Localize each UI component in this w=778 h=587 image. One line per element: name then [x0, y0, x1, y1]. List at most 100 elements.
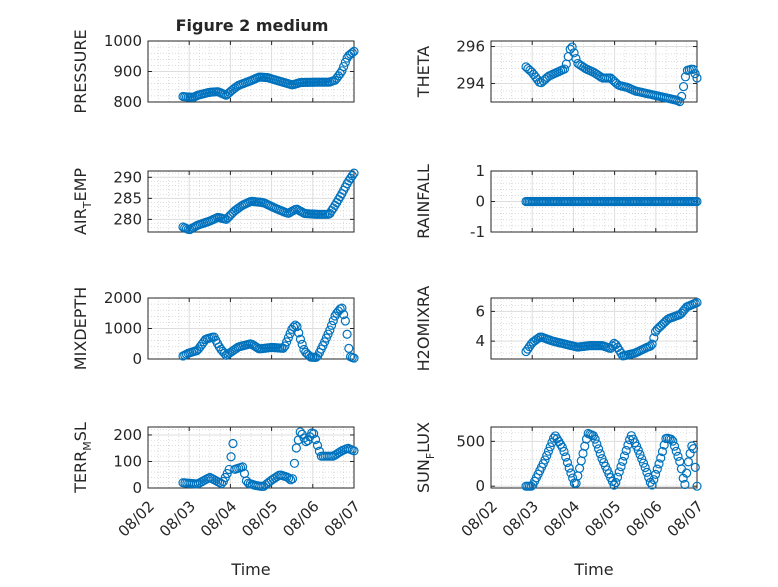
data-point: [545, 442, 555, 452]
data-point: [592, 439, 602, 449]
data-point: [349, 353, 359, 363]
data-point: [344, 343, 354, 353]
y-tick-label: 294: [456, 75, 485, 93]
data-point: [564, 463, 574, 473]
y-tick-label: 4: [475, 332, 485, 350]
data-point: [337, 303, 347, 313]
data-point: [576, 456, 586, 466]
y-tick-label: 0: [475, 193, 485, 211]
data-point: [649, 475, 659, 485]
data-point: [291, 443, 301, 453]
data-point: [228, 438, 238, 449]
y-axis-label: TERRMSL: [71, 422, 94, 494]
subplot-mixdepth: 0 1000 2000 MIXDEPTH: [71, 287, 359, 370]
data-point: [349, 46, 359, 56]
data-point: [618, 456, 628, 467]
x-axis-label: Time: [230, 560, 270, 579]
data-point: [619, 451, 630, 461]
data-point: [678, 81, 689, 92]
y-axis-label: SUNFLUX: [414, 422, 437, 493]
subplot-theta: 294 296 THETA: [414, 38, 702, 107]
y-tick-label: 290: [113, 168, 142, 186]
axes-box: [490, 426, 698, 489]
data-point: [559, 446, 569, 457]
data-point: [325, 325, 335, 335]
y-tick-label: 285: [113, 189, 142, 207]
data-point: [562, 457, 573, 468]
data-series: [521, 196, 702, 207]
data-point: [645, 341, 655, 351]
data-point: [657, 446, 668, 457]
data-point: [339, 61, 349, 72]
data-point: [675, 456, 685, 467]
data-point: [609, 480, 619, 490]
x-tick-label: 08/07: [664, 497, 707, 540]
data-point: [621, 445, 631, 456]
data-series: [521, 297, 702, 361]
y-axis-label: PRESSURE: [71, 29, 90, 113]
data-point: [323, 329, 333, 339]
data-point: [633, 445, 643, 455]
data-point: [647, 339, 657, 349]
y-tick-label: 0: [475, 477, 485, 495]
x-tick-label: 08/06: [622, 497, 665, 540]
data-point: [642, 467, 652, 477]
data-point: [347, 48, 357, 58]
data-series: [178, 168, 359, 235]
y-tick-label: 6: [475, 302, 485, 320]
y-axis-label: MIXDEPTH: [71, 287, 90, 370]
data-point: [652, 464, 662, 474]
y-tick-label: 1000: [104, 320, 142, 338]
y-axis-label: RAINFALL: [414, 164, 433, 239]
data-point: [282, 337, 292, 347]
data-point: [339, 309, 349, 320]
x-tick-label: 08/04: [540, 497, 583, 540]
data-point: [680, 72, 691, 82]
y-tick-label: 100: [113, 452, 142, 470]
y-tick-label: 0: [132, 350, 142, 368]
y-tick-label: 0: [132, 479, 142, 497]
data-point: [557, 442, 567, 452]
data-point: [294, 328, 304, 338]
data-point: [647, 480, 657, 490]
data-point: [690, 462, 700, 473]
data-point: [573, 471, 583, 481]
data-point: [290, 320, 300, 330]
data-point: [292, 321, 302, 332]
data-point: [328, 316, 338, 326]
data-point: [612, 472, 623, 482]
data-point: [682, 468, 692, 478]
y-tick-label: 280: [113, 210, 142, 228]
subplot-terr-msl: 0 100 200 TERRMSL 08/0208/0308/0408/0508/060…: [71, 422, 364, 579]
y-tick-label: 1: [475, 162, 485, 180]
subplot-air-temp: 280 285 290 AIRTEMP: [71, 168, 359, 235]
data-point: [680, 479, 690, 490]
y-tick-label: -1: [470, 223, 485, 241]
x-tick-label: 08/03: [499, 497, 542, 540]
data-series: [178, 46, 359, 102]
data-point: [683, 457, 693, 467]
data-point: [337, 66, 347, 76]
x-tick-label: 08/04: [197, 497, 240, 540]
data-point: [340, 316, 350, 326]
data-point: [289, 458, 300, 468]
data-point: [297, 339, 307, 349]
data-point: [668, 436, 678, 446]
axes-box: [490, 297, 698, 360]
data-point: [284, 473, 294, 483]
data-point: [669, 441, 680, 451]
data-point: [569, 48, 579, 58]
data-point: [692, 196, 702, 207]
data-point: [563, 51, 573, 62]
y-axis-label: AIRTEMP: [71, 168, 94, 235]
data-point: [650, 469, 661, 480]
data-point: [349, 446, 359, 456]
data-point: [614, 467, 624, 477]
data-point: [673, 451, 683, 461]
data-point: [310, 434, 321, 445]
y-tick-label: 500: [456, 432, 485, 450]
data-point: [286, 475, 296, 485]
data-point: [559, 64, 570, 74]
